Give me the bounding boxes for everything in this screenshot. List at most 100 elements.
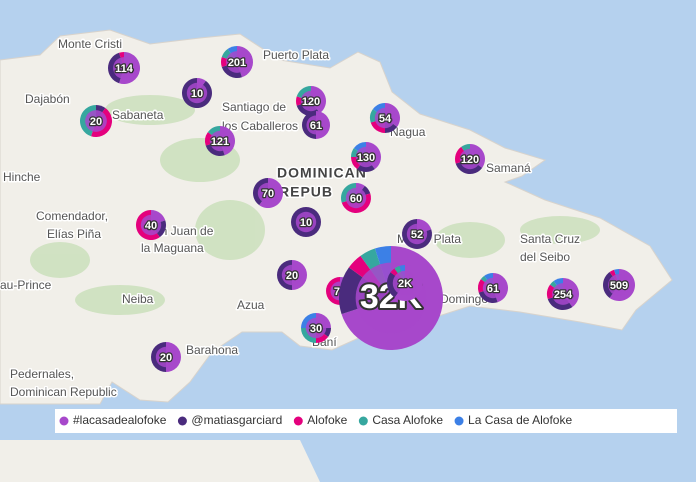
cluster-marker[interactable]: 114 xyxy=(108,52,140,84)
marker-label: 2K xyxy=(398,278,412,290)
place-label: los Caballeros xyxy=(222,119,298,133)
place-label: Elías Piña xyxy=(47,227,101,241)
land-south xyxy=(0,440,320,482)
legend-text: @matiasgarciard xyxy=(191,413,282,427)
cluster-marker[interactable]: 10 xyxy=(291,207,321,237)
legend-swatch xyxy=(293,416,303,426)
marker-center xyxy=(209,130,231,152)
place-label: Barahona xyxy=(186,343,238,357)
cluster-marker[interactable]: 121 xyxy=(205,126,236,156)
place-label: la Maguana xyxy=(141,241,204,255)
marker-label: 120 xyxy=(302,96,320,108)
marker-center xyxy=(186,82,208,104)
marker-center xyxy=(459,148,481,170)
marker-center xyxy=(155,346,177,368)
cluster-marker[interactable]: 509 xyxy=(603,269,635,301)
place-label: DOMINICAN xyxy=(277,165,367,181)
marker-center xyxy=(552,283,574,305)
place-label: Nagua xyxy=(390,125,426,139)
cluster-marker[interactable]: 20 xyxy=(80,105,113,137)
marker-label: 54 xyxy=(379,113,392,125)
marker-label: 10 xyxy=(300,217,312,229)
marker-center xyxy=(305,317,327,339)
legend-item[interactable]: @matiasgarciard xyxy=(177,413,282,427)
place-label: Santiago de xyxy=(222,100,286,114)
marker-center xyxy=(300,90,322,112)
terrain xyxy=(30,95,600,315)
cluster-marker[interactable]: 20 xyxy=(277,260,307,290)
cluster-marker[interactable]: 2K xyxy=(387,265,423,301)
marker-label: 20 xyxy=(160,352,172,364)
marker-label: 121 xyxy=(211,136,229,148)
place-label: au-Prince xyxy=(0,278,52,292)
cluster-marker[interactable]: 254 xyxy=(546,278,579,310)
marker-label: 61 xyxy=(310,120,322,132)
legend-swatch xyxy=(177,416,187,426)
marker-center xyxy=(406,223,428,245)
legend-item[interactable]: Casa Alofoke xyxy=(358,413,444,427)
place-label: Pedernales, xyxy=(10,367,74,381)
place-label: Santa Cruz xyxy=(520,232,580,246)
place-label: Comendador, xyxy=(36,209,108,223)
legend-swatch xyxy=(358,416,368,426)
place-label: del Seibo xyxy=(520,250,570,264)
place-label: Samaná xyxy=(486,161,531,175)
legend-text: La Casa de Alofoke xyxy=(468,413,572,427)
marker-center xyxy=(355,146,377,168)
marker-label: 130 xyxy=(357,152,375,164)
place-label: Domingo xyxy=(440,292,488,306)
cluster-marker[interactable]: 30 xyxy=(301,313,331,343)
legend-item[interactable]: La Casa de Alofoke xyxy=(454,413,573,427)
cluster-marker[interactable]: 20 xyxy=(151,342,181,372)
place-label: Dominican Republic xyxy=(10,385,117,399)
legend-swatch xyxy=(59,416,69,426)
legend-item[interactable]: Alofoke xyxy=(293,413,348,427)
marker-label: 70 xyxy=(262,188,274,200)
cluster-marker[interactable]: 61 xyxy=(478,273,509,303)
cluster-marker[interactable]: 61 xyxy=(302,111,330,139)
marker-label: 61 xyxy=(487,283,499,295)
place-label: Dajabón xyxy=(25,92,70,106)
marker-center xyxy=(374,107,396,129)
place-label: Neiba xyxy=(122,292,154,306)
cluster-marker[interactable]: 120 xyxy=(296,86,326,116)
marker-center xyxy=(482,277,504,299)
marker-label: 120 xyxy=(461,154,479,166)
cluster-marker[interactable]: 10 xyxy=(182,78,212,109)
marker-label: 60 xyxy=(350,193,362,205)
place-label: Hinche xyxy=(3,170,41,184)
cluster-marker[interactable]: 120 xyxy=(455,144,486,174)
marker-center xyxy=(392,270,418,296)
place-label: Puerto Plata xyxy=(263,48,329,62)
legend-item[interactable]: #lacasadealofoke xyxy=(59,413,167,427)
marker-center xyxy=(295,211,317,233)
place-label: Sabaneta xyxy=(112,108,164,122)
cluster-marker[interactable]: 52 xyxy=(401,219,432,249)
legend-text: #lacasadealofoke xyxy=(73,413,167,427)
marker-label: 201 xyxy=(228,57,246,69)
cluster-marker[interactable]: 60 xyxy=(341,183,371,214)
cluster-marker[interactable]: 32K xyxy=(339,246,444,351)
marker-label: 10 xyxy=(191,88,203,100)
place-label: Azua xyxy=(237,298,265,312)
marker-center xyxy=(608,274,630,296)
cluster-marker[interactable]: 54 xyxy=(370,103,401,133)
cluster-marker[interactable]: 130 xyxy=(351,142,381,173)
marker-label: 20 xyxy=(286,270,298,282)
cluster-marker[interactable]: 70 xyxy=(253,178,284,208)
marker-label: 20 xyxy=(90,116,102,128)
place-label: Monte Cristi xyxy=(58,37,122,51)
marker-center xyxy=(113,57,135,79)
legend-text: Alofoke xyxy=(307,413,347,427)
marker-label: 254 xyxy=(554,289,573,301)
marker-center xyxy=(85,110,107,132)
cluster-marker[interactable]: 40 xyxy=(136,210,166,240)
marker-label: 114 xyxy=(115,63,134,75)
cluster-marker[interactable]: 201 xyxy=(221,46,253,78)
marker-center xyxy=(345,187,367,209)
marker-label: 40 xyxy=(145,220,157,232)
marker-label: 509 xyxy=(610,280,628,292)
marker-center xyxy=(257,182,279,204)
place-label: REPUB xyxy=(279,184,333,200)
